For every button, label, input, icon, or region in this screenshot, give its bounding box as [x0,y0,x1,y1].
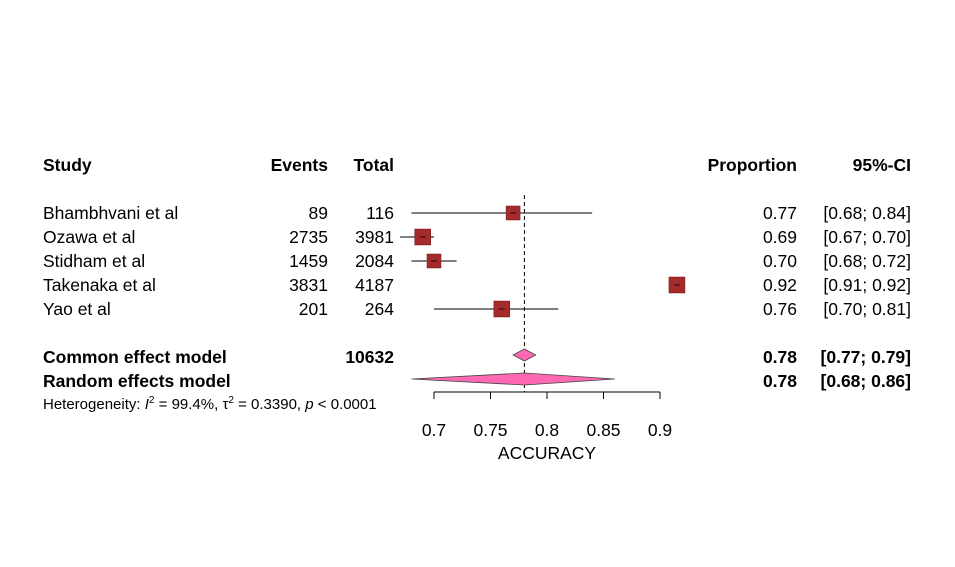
study-ci: [0.67; 0.70] [823,227,911,247]
study-label: Stidham et al [43,251,146,271]
x-tick-label: 0.85 [586,420,620,440]
header-ci: 95%-CI [852,155,911,175]
x-tick-label: 0.8 [535,420,559,440]
header-study: Study [43,155,92,175]
random-effects-diamond [411,372,615,386]
common-model-total: 10632 [345,347,394,367]
random-model-proportion: 0.78 [762,371,797,391]
study-ci: [0.91; 0.92] [823,275,911,295]
study-ci: [0.68; 0.84] [823,203,911,223]
header-events: Events [270,155,328,175]
study-events: 89 [308,203,328,223]
random-model-ci: [0.68; 0.86] [820,371,911,391]
study-total: 264 [364,299,394,319]
study-proportion: 0.69 [762,227,797,247]
random-model-label: Random effects model [43,371,231,391]
study-events: 2735 [289,227,328,247]
x-tick-label: 0.75 [473,420,507,440]
header-total: Total [353,155,394,175]
common-model-ci: [0.77; 0.79] [820,347,911,367]
study-proportion: 0.76 [762,299,797,319]
heterogeneity-text: Heterogeneity: I2 = 99.4%, τ2 = 0.3390, … [43,395,377,414]
common-model-label: Common effect model [43,347,227,367]
study-proportion: 0.92 [762,275,797,295]
study-events: 1459 [289,251,328,271]
x-tick-label: 0.9 [648,420,672,440]
study-label: Takenaka et al [43,275,156,295]
x-axis-label: ACCURACY [498,443,597,463]
study-ci: [0.70; 0.81] [823,299,911,319]
study-label: Yao et al [43,299,111,319]
study-total: 4187 [355,275,394,295]
x-tick-label: 0.7 [422,420,446,440]
study-label: Bhambhvani et al [43,203,179,223]
study-total: 3981 [355,227,394,247]
study-proportion: 0.70 [762,251,797,271]
common-model-proportion: 0.78 [762,347,797,367]
study-label: Ozawa et al [43,227,136,247]
study-total: 116 [366,203,394,223]
study-proportion: 0.77 [762,203,797,223]
common-effect-diamond [512,348,537,362]
study-total: 2084 [355,251,394,271]
header-proportion: Proportion [707,155,797,175]
study-events: 201 [298,299,328,319]
study-ci: [0.68; 0.72] [823,251,911,271]
study-events: 3831 [289,275,328,295]
